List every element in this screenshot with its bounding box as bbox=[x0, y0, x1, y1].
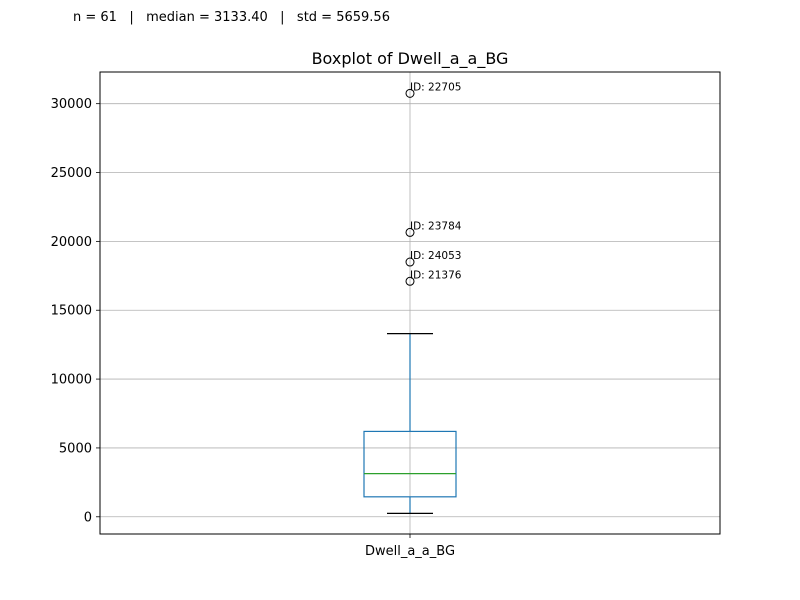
y-tick-label: 15000 bbox=[51, 304, 92, 319]
outlier-label: ID: 23784 bbox=[410, 220, 462, 232]
plot-frame bbox=[99, 71, 721, 535]
y-tick-label: 20000 bbox=[51, 235, 92, 250]
y-tick-label: 5000 bbox=[59, 441, 92, 456]
iqr-box bbox=[363, 430, 457, 498]
outlier-label: ID: 21376 bbox=[410, 269, 462, 281]
summary-stats: n = 61 | median = 3133.40 | std = 5659.5… bbox=[73, 10, 390, 25]
outlier-point bbox=[405, 88, 415, 98]
box-plot bbox=[363, 333, 457, 514]
outliers: ID: 22705 ID: 23784 ID: 24053 ID: 21376 bbox=[405, 81, 462, 286]
outlier-point bbox=[405, 257, 415, 267]
x-axis-ticks: Dwell_a_a_BG bbox=[365, 534, 455, 559]
outlier-point bbox=[405, 276, 415, 286]
y-tick-label: 25000 bbox=[51, 166, 92, 181]
outlier-label: ID: 22705 bbox=[410, 81, 461, 93]
x-tick-label: Dwell_a_a_BG bbox=[365, 544, 455, 559]
y-axis-ticks: 0 5000 10000 15000 20000 25000 30000 bbox=[51, 97, 100, 525]
y-tick-label: 0 bbox=[84, 510, 92, 525]
y-tick-label: 30000 bbox=[51, 97, 92, 112]
chart-title: Boxplot of Dwell_a_a_BG bbox=[312, 49, 509, 69]
outlier-point bbox=[405, 227, 415, 237]
outlier-label: ID: 24053 bbox=[410, 250, 461, 262]
y-tick-label: 10000 bbox=[51, 373, 92, 388]
grid-lines bbox=[100, 72, 720, 534]
